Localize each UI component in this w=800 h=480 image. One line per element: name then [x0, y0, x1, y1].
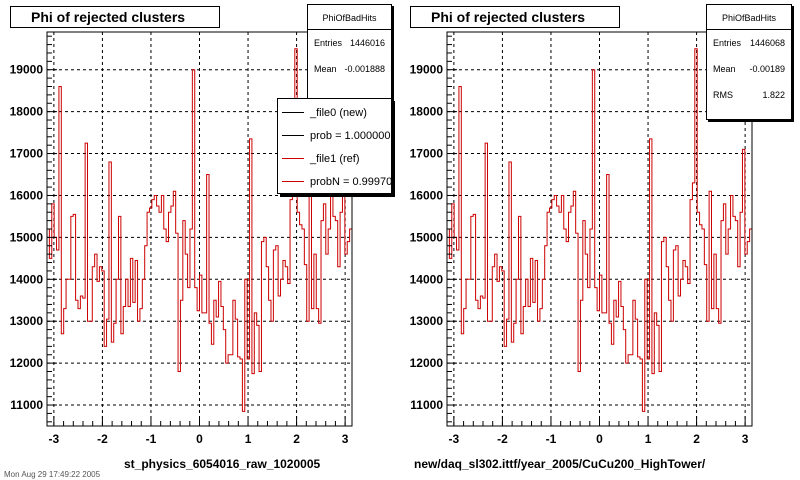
x-tick-label: -1	[146, 432, 157, 446]
y-tick-label: 13000	[10, 314, 44, 328]
right-stats-row-entries: Entries 1446068	[707, 30, 791, 56]
histogram-series-line	[47, 48, 352, 412]
legend-label: prob = 1.000000	[310, 129, 391, 142]
x-tick-label: -2	[497, 432, 508, 446]
legend-entry-file1: _file1 (ref)	[278, 147, 391, 170]
legend-entry-file0: _file0 (new)	[278, 101, 391, 124]
x-tick-label: -2	[97, 432, 108, 446]
y-tick-label: 15000	[410, 230, 444, 244]
x-tick-label: 0	[596, 432, 603, 446]
y-tick-label: 14000	[410, 272, 444, 286]
legend-line-red	[282, 158, 304, 159]
stats-label: RMS	[713, 90, 733, 100]
left-title: Phi of rejected clusters	[10, 6, 220, 28]
legend-line-black	[282, 112, 304, 113]
stats-label: Mean	[314, 64, 337, 74]
right-title: Phi of rejected clusters	[410, 6, 620, 28]
left-x-axis-title: st_physics_6054016_raw_1020005	[124, 457, 321, 471]
stats-label: Entries	[314, 38, 343, 48]
y-tick-label: 11000	[410, 398, 443, 412]
y-tick-label: 17000	[10, 147, 44, 161]
left-stats-row-entries: Entries 1446016	[308, 30, 391, 56]
stats-label: Mean	[713, 64, 736, 74]
legend-label: probN = 0.999700	[310, 175, 392, 188]
x-tick-label: -3	[49, 432, 60, 446]
stats-value: 1446016	[349, 38, 385, 48]
legend-entry-prob: prob = 1.000000	[278, 124, 391, 147]
x-tick-label: 1	[645, 432, 652, 446]
stats-value: 1446068	[749, 38, 785, 48]
left-stats-title: PhiOfBadHits	[308, 5, 391, 30]
x-tick-label: -3	[449, 432, 460, 446]
y-tick-label: 14000	[10, 272, 44, 286]
left-panel: -3 -2 -1 0 1 2 3 11000 12000 13000 14000 15000 16000…	[4, 4, 392, 479]
y-tick-label: 19000	[410, 63, 444, 77]
stats-value: -0.001888	[344, 64, 385, 74]
right-stats-title: PhiOfBadHits	[707, 5, 791, 30]
y-tick-label: 19000	[10, 63, 44, 77]
y-tick-label: 18000	[10, 105, 44, 119]
y-tick-label: 16000	[10, 188, 44, 202]
legend-line-black	[282, 135, 304, 136]
x-tick-label: 2	[693, 432, 700, 446]
x-tick-label: 0	[196, 432, 203, 446]
stats-label: Entries	[713, 38, 742, 48]
x-tick-label: 3	[342, 432, 349, 446]
right-stats-row-rms: RMS 1.822	[707, 82, 791, 108]
y-tick-label: 11000	[10, 398, 43, 412]
left-legend: _file0 (new) prob = 1.000000 _file1 (ref…	[277, 98, 392, 194]
histogram-series-line	[447, 48, 752, 412]
legend-label: _file1 (ref)	[310, 152, 360, 165]
left-histogram-plot: -3 -2 -1 0 1 2 3 11000 12000 13000 14000 15000 16000…	[10, 31, 353, 446]
stats-value: -0.00189	[749, 64, 785, 74]
y-tick-label: 12000	[410, 356, 444, 370]
y-tick-label: 16000	[410, 188, 444, 202]
x-tick-label: 2	[293, 432, 300, 446]
right-panel: -3 -2 -1 0 1 2 3 11000 12000 13000 14000 15000 16000…	[400, 0, 800, 480]
legend-entry-probn: probN = 0.999700	[278, 170, 391, 193]
right-stats-box: PhiOfBadHits Entries 1446068 Mean -0.001…	[706, 4, 792, 120]
timestamp: Mon Aug 29 17:49:22 2005	[4, 470, 101, 479]
y-tick-label: 18000	[410, 105, 444, 119]
y-tick-label: 15000	[10, 230, 44, 244]
x-tick-label: 3	[742, 432, 749, 446]
x-tick-label: -1	[546, 432, 557, 446]
stats-value: 1.822	[762, 90, 785, 100]
right-x-axis-title: new/daq_sl302.ittf/year_2005/CuCu200_Hig…	[414, 457, 706, 471]
y-tick-label: 13000	[410, 314, 444, 328]
y-tick-label: 12000	[10, 356, 44, 370]
left-stats-box: PhiOfBadHits Entries 1446016 Mean -0.001…	[307, 4, 392, 99]
legend-label: _file0 (new)	[310, 106, 367, 119]
right-histogram-plot: -3 -2 -1 0 1 2 3 11000 12000 13000 14000 15000 16000…	[410, 31, 753, 446]
left-stats-row-mean: Mean -0.001888	[308, 56, 391, 82]
y-tick-label: 17000	[410, 147, 444, 161]
x-tick-label: 1	[245, 432, 252, 446]
right-stats-row-mean: Mean -0.00189	[707, 56, 791, 82]
legend-line-red	[282, 181, 304, 182]
